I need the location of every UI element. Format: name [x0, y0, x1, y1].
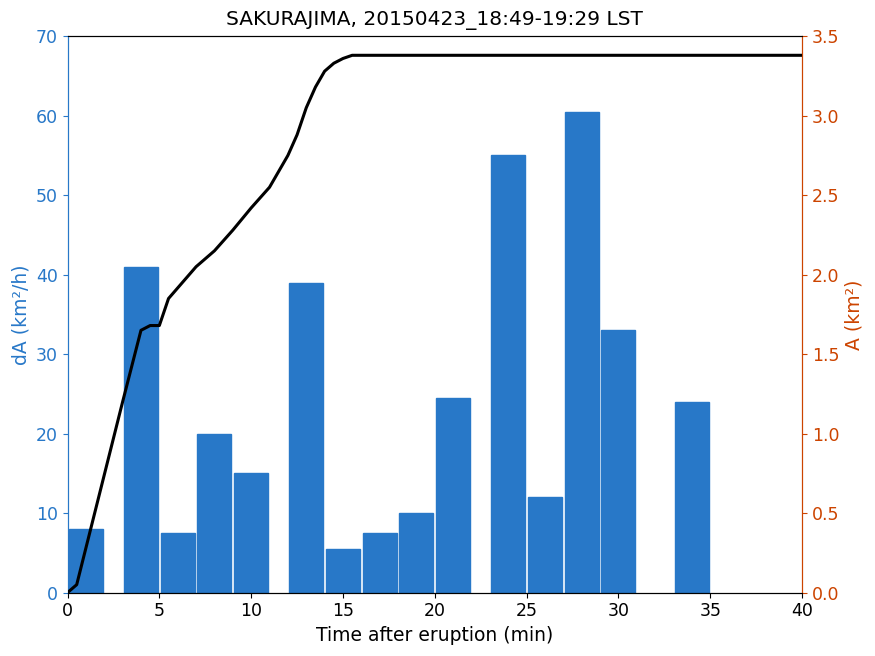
X-axis label: Time after eruption (min): Time after eruption (min)	[316, 626, 554, 645]
Bar	[234, 474, 268, 592]
Bar	[437, 398, 470, 592]
Bar	[491, 155, 525, 592]
Bar	[69, 529, 103, 592]
Bar	[601, 331, 635, 592]
Bar	[400, 513, 433, 592]
Bar	[363, 533, 396, 592]
Title: SAKURAJIMA, 20150423_18:49-19:29 LST: SAKURAJIMA, 20150423_18:49-19:29 LST	[227, 11, 643, 30]
Bar	[290, 283, 323, 592]
Bar	[675, 402, 709, 592]
Y-axis label: dA (km²/h): dA (km²/h)	[11, 264, 30, 365]
Bar	[161, 533, 195, 592]
Bar	[326, 549, 360, 592]
Bar	[124, 267, 158, 592]
Y-axis label: A (km²): A (km²)	[845, 279, 864, 350]
Bar	[528, 497, 562, 592]
Bar	[198, 434, 231, 592]
Bar	[564, 112, 598, 592]
